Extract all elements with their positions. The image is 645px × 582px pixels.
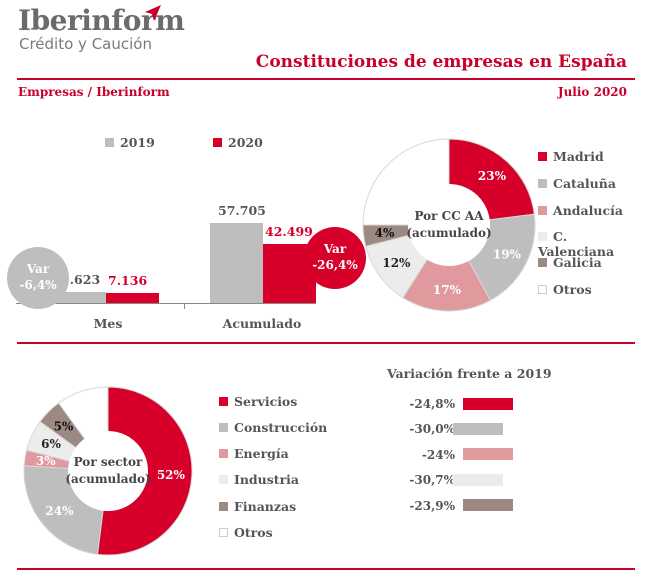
legend-swatch	[219, 397, 228, 406]
variation-label: -30,0%	[409, 422, 455, 436]
slice-label: 12%	[382, 256, 411, 270]
legend-swatch	[538, 179, 547, 188]
bubble-text-bottom: -26,4%	[312, 258, 358, 272]
donut-center-label: (acumulado)	[406, 226, 491, 240]
legend-swatch	[219, 475, 228, 484]
variation-swatch	[463, 448, 513, 460]
donut-chart-ccaa: 23% 19% 17% 12% 4% Por CC AA (acumulado)	[362, 138, 536, 312]
slice-label: 3%	[36, 454, 56, 468]
legend-item-finanzas: Finanzas	[219, 499, 296, 514]
legend-swatch	[105, 138, 114, 147]
variation-swatch	[463, 398, 513, 410]
legend-item-otros: Otros	[219, 525, 273, 540]
legend-item-galicia: Galicia	[538, 255, 602, 270]
slice-label: 4%	[375, 226, 395, 240]
legend-item-energia: Energía	[219, 446, 289, 461]
slice-label: 17%	[433, 283, 462, 297]
legend-swatch	[538, 285, 547, 294]
variation-swatch	[463, 499, 513, 511]
legend-item-cataluna: Cataluña	[538, 176, 616, 191]
slice-label: 19%	[493, 248, 522, 262]
variation-label: -24%	[421, 448, 455, 462]
legend-item-2020: 2020	[213, 135, 263, 150]
bar-mes-2020	[106, 293, 159, 303]
variation-title: Variación frente a 2019	[387, 366, 552, 381]
legend-item-madrid: Madrid	[538, 149, 604, 164]
section-divider	[17, 342, 635, 344]
bar-acumulado-2019	[210, 223, 263, 303]
plane-icon	[145, 5, 161, 21]
x-axis-divider	[184, 303, 185, 309]
bubble-text-top: Var	[323, 242, 347, 256]
legend-item-industria: Industria	[219, 472, 299, 487]
variation-label: -30,7%	[409, 473, 455, 487]
variation-label: -24,8%	[409, 397, 455, 411]
data-label-acumulado-2019: 57.705	[218, 203, 266, 218]
legend-item-otros: Otros	[538, 282, 592, 297]
donut-chart-sector: 52% 24% 3% 6% 5% Por sector (acumulado)	[23, 386, 193, 556]
legend-swatch	[219, 528, 228, 537]
x-axis-line	[16, 303, 316, 304]
variation-bubble-acumulado: Var -26,4%	[304, 227, 366, 289]
x-tick-mes: Mes	[93, 316, 123, 331]
donut-hole	[408, 184, 490, 266]
x-tick-acumulado: Acumulado	[222, 316, 302, 331]
slice-label: 5%	[54, 419, 74, 433]
page-title: Constituciones de empresas en España	[255, 52, 627, 72]
donut-center-label: (acumulado)	[65, 472, 150, 486]
slice-label: 6%	[41, 437, 61, 451]
slice-label: 23%	[478, 169, 507, 183]
data-label-mes-2020: 7.136	[108, 273, 148, 289]
legend-item-andalucia: Andalucía	[538, 203, 623, 218]
bar-mes-2019	[53, 292, 106, 303]
data-label-mes-2019: 7.623	[61, 272, 101, 288]
legend-swatch	[213, 138, 222, 147]
legend-item-2019: 2019	[105, 135, 155, 150]
legend-swatch	[538, 258, 547, 267]
legend-item-servicios: Servicios	[219, 394, 297, 409]
slice-label: 24%	[45, 504, 74, 518]
legend-item-construccion: Construcción	[219, 420, 327, 435]
legend-swatch	[538, 232, 547, 241]
legend-swatch	[219, 449, 228, 458]
legend-swatch	[538, 206, 547, 215]
legend-swatch	[538, 152, 547, 161]
legend-item-c-valenciana: C. Valenciana	[538, 229, 615, 259]
variation-swatch	[453, 423, 503, 435]
donut-slice-andaluc-a	[402, 224, 492, 312]
legend-swatch	[219, 502, 228, 511]
donut-center-label: Por CC AA	[414, 209, 484, 223]
donut-hole	[68, 431, 148, 511]
logo-tagline: Crédito y Caución	[19, 35, 152, 53]
variation-label: -23,9%	[409, 499, 455, 513]
variation-swatch	[453, 474, 503, 486]
slice-label: 52%	[157, 468, 186, 482]
date-label: Julio 2020	[557, 85, 627, 99]
source-label: Empresas / Iberinform	[18, 85, 170, 99]
bubble-text-top: Var	[26, 262, 50, 276]
legend-swatch	[219, 423, 228, 432]
footer-rule	[17, 568, 635, 570]
data-label-acumulado-2020: 42.499	[265, 224, 313, 240]
variation-bubble-mes: Var -6,4%	[7, 247, 69, 309]
bubble-text-bottom: -6,4%	[19, 278, 57, 292]
header-rule	[17, 78, 635, 80]
donut-center-label: Por sector	[74, 455, 143, 469]
